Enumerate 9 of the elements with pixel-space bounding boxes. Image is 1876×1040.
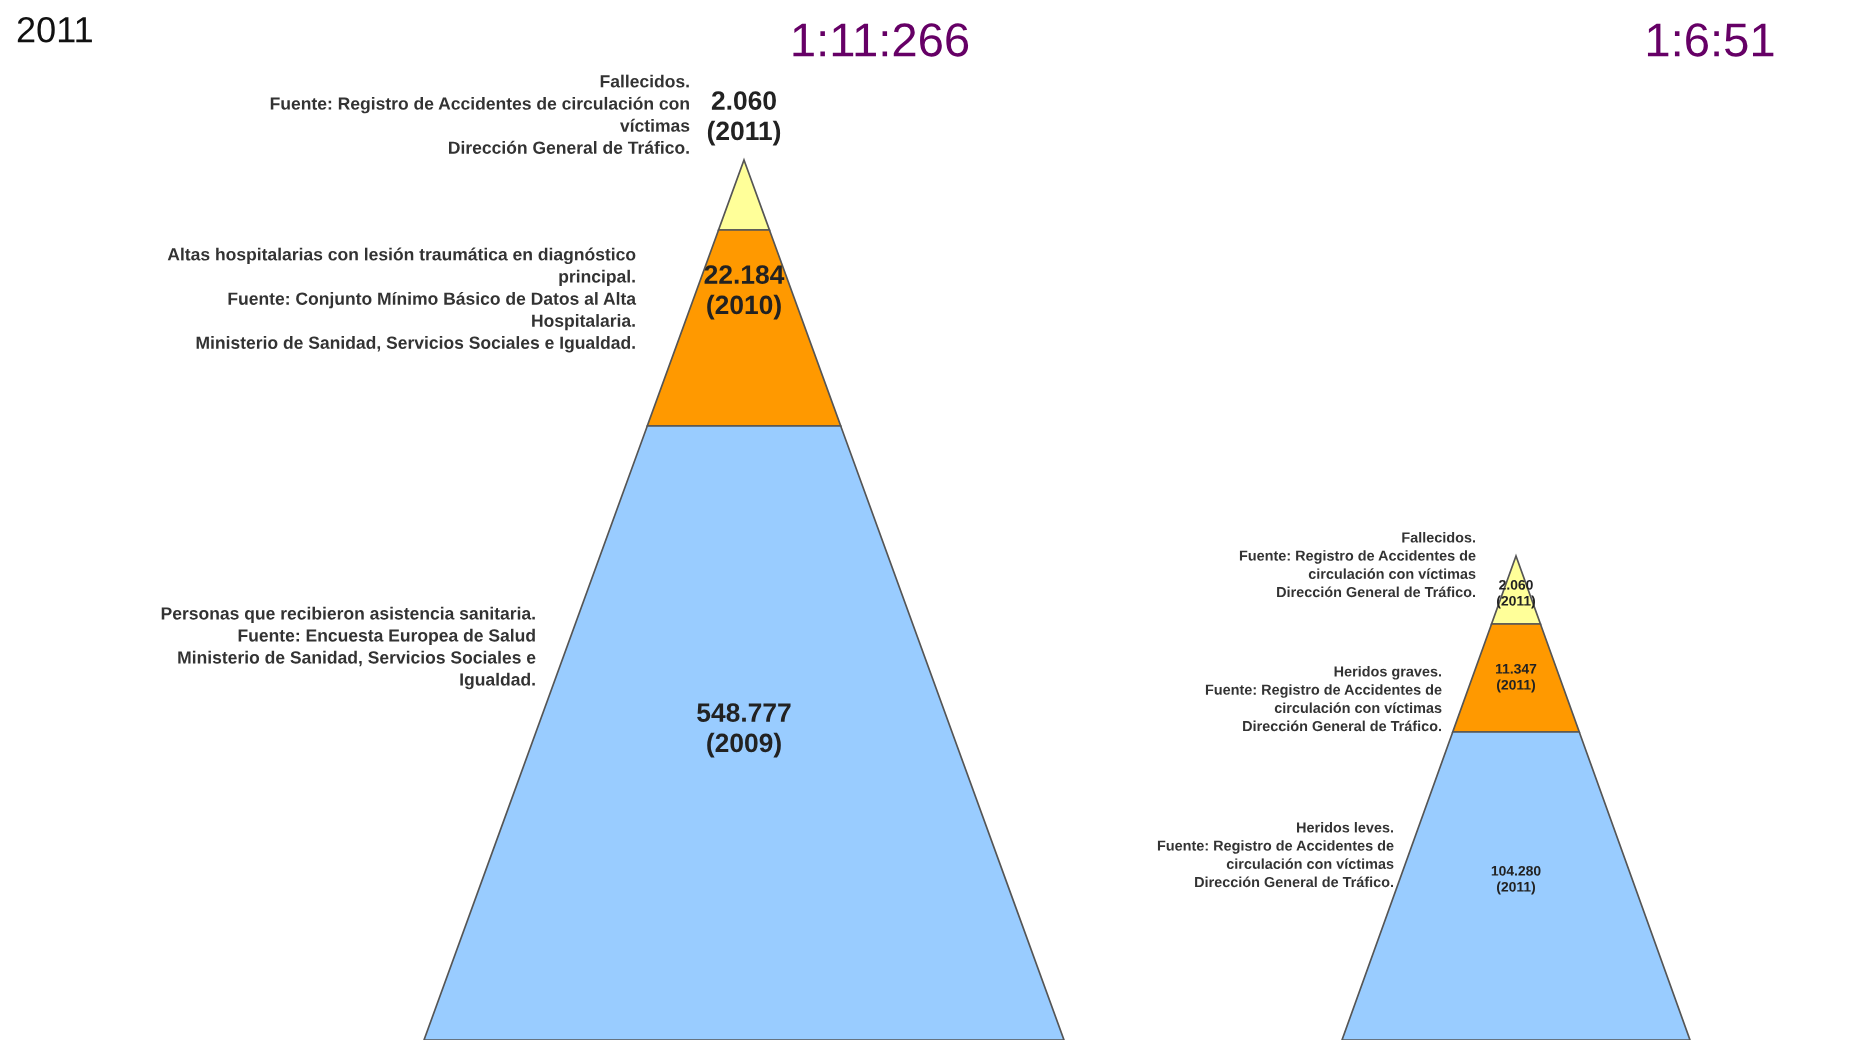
category-label: Fallecidos. Fuente: Registro de Accidentes de circulación con víctimas Dirección General de Tráfico. xyxy=(270,74,690,154)
data-label: 548.777 (2009) xyxy=(697,703,791,758)
category-label: Personas que recibieron asistencia sanitaria. Fuente: Encuesta Europea de Salud Ministerio de Sanidad, Servicios Sociales e Igualdad. xyxy=(161,606,536,690)
data-label: 22.184 (2010) xyxy=(704,265,785,320)
category-label: Altas hospitalarias con lesión traumática en diagnóstico principal. Fuente: Conjunto Mínimo Básico de Datos al Alta Hospitalaria. Ministerio de Sanidad, Servicios Sociales e Igualdad. xyxy=(167,247,637,353)
text: 2011 xyxy=(17,16,92,43)
data-label: 2.060 (2011) xyxy=(707,91,781,146)
text: 1:11:266 xyxy=(793,23,969,57)
text: 1:6:51 xyxy=(1647,23,1774,57)
